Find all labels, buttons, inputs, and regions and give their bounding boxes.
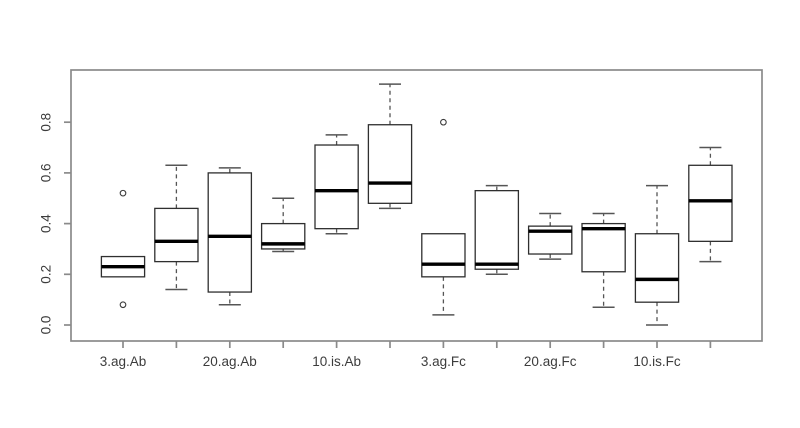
outlier-point (119, 301, 127, 309)
box-rect (474, 189, 520, 270)
box-rect (688, 164, 733, 242)
outlier-point (119, 189, 127, 197)
x-axis-tick-label: 3.ag.Fc (421, 354, 466, 369)
box-rect (367, 124, 413, 204)
x-axis-tick-label: 3.ag.Ab (100, 354, 147, 369)
y-axis-tick-label: 0.6 (39, 164, 54, 183)
y-axis-tick-label: 0.4 (39, 214, 54, 233)
box-rect (207, 172, 253, 293)
x-axis-tick-label: 10.is.Ab (312, 354, 361, 369)
box-rect (314, 144, 359, 230)
x-axis-tick-label: 20.ag.Fc (524, 354, 577, 369)
outlier-point (440, 118, 447, 126)
plot-frame (70, 69, 763, 342)
y-axis-tick-label: 0.8 (39, 113, 54, 132)
box-rect (581, 222, 626, 273)
x-axis-tick-label: 20.ag.Ab (203, 354, 257, 369)
box-rect (421, 233, 466, 278)
y-axis-tick-label: 0.0 (39, 316, 54, 335)
box-rect (634, 233, 680, 303)
box-rect (154, 207, 199, 263)
y-axis-tick-label: 0.2 (39, 265, 54, 284)
x-axis-tick-label: 10.is.Fc (633, 354, 681, 369)
